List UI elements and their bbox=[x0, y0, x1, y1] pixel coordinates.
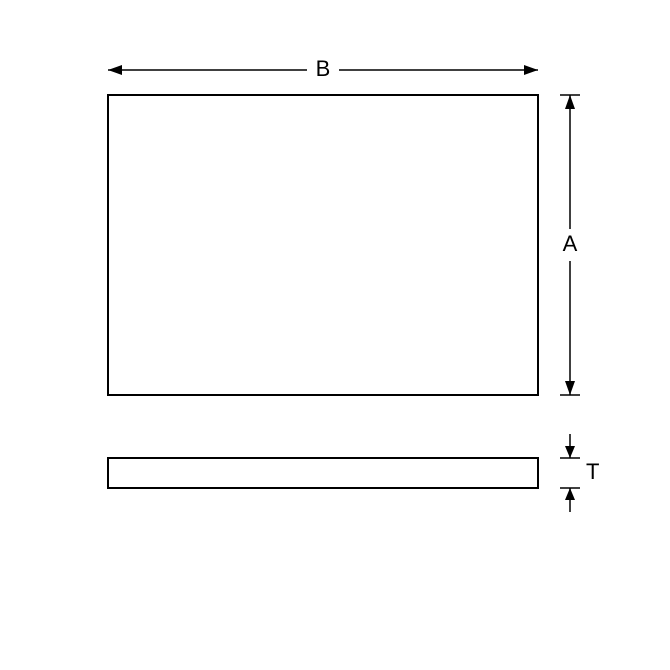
dimension-t: T bbox=[560, 434, 599, 512]
dimension-b-label: B bbox=[316, 56, 331, 81]
dimension-t-label: T bbox=[586, 459, 599, 484]
plate-top-view bbox=[108, 95, 538, 395]
dimension-b: B bbox=[108, 56, 538, 81]
dimension-a-label: A bbox=[563, 231, 578, 256]
dimension-a: A bbox=[560, 95, 580, 395]
plate-side-view bbox=[108, 458, 538, 488]
